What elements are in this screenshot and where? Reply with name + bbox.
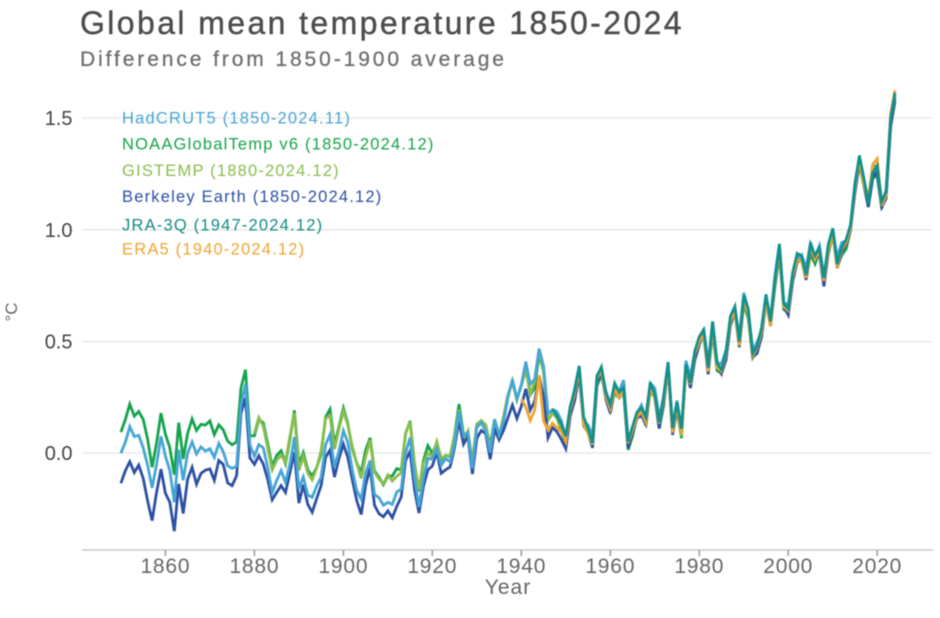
svg-text:1.0: 1.0 (45, 220, 73, 242)
svg-text:2000: 2000 (763, 555, 813, 578)
svg-text:0.0: 0.0 (45, 443, 73, 465)
svg-text:2020: 2020 (852, 555, 902, 578)
svg-text:ERA5 (1940-2024.12): ERA5 (1940-2024.12) (122, 241, 305, 259)
svg-text:Berkeley Earth (1850-2024.12): Berkeley Earth (1850-2024.12) (122, 188, 382, 206)
svg-text:1860: 1860 (140, 555, 190, 578)
svg-text:0.5: 0.5 (45, 332, 73, 354)
svg-text:1900: 1900 (318, 555, 368, 578)
svg-text:JRA-3Q (1947-2024.12): JRA-3Q (1947-2024.12) (122, 216, 323, 234)
svg-text:°C: °C (2, 302, 21, 321)
svg-text:1920: 1920 (407, 555, 457, 578)
svg-text:1960: 1960 (585, 555, 635, 578)
svg-text:1980: 1980 (674, 555, 724, 578)
svg-text:1880: 1880 (229, 555, 279, 578)
svg-text:Year: Year (485, 576, 531, 599)
svg-text:GISTEMP (1880-2024.12): GISTEMP (1880-2024.12) (122, 162, 340, 180)
svg-text:NOAAGlobalTemp v6 (1850-2024.1: NOAAGlobalTemp v6 (1850-2024.12) (122, 136, 435, 154)
svg-text:1.5: 1.5 (45, 108, 73, 130)
svg-text:HadCRUT5 (1850-2024.11): HadCRUT5 (1850-2024.11) (122, 110, 351, 128)
svg-text:1940: 1940 (496, 555, 546, 578)
